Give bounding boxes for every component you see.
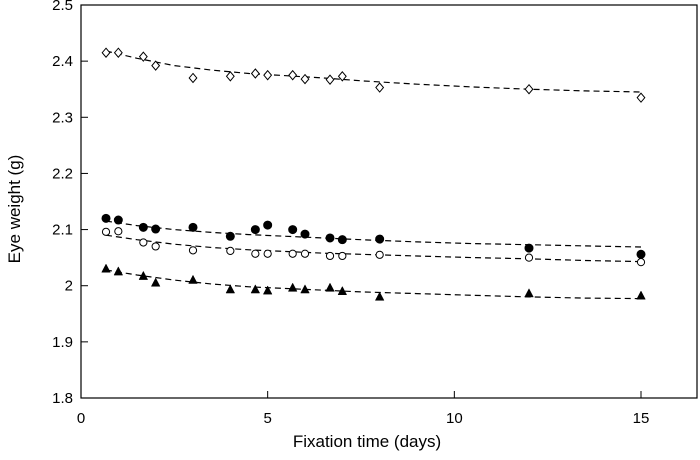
fit-line-open-diamond (105, 50, 642, 93)
data-point-open-diamond (151, 60, 161, 71)
data-point-open-diamond (300, 73, 310, 85)
data-point-filled-circle (101, 213, 111, 223)
data-point-filled-circle (288, 225, 298, 235)
data-point-open-circle (188, 246, 198, 255)
data-point-open-circle (139, 238, 148, 247)
x-axis-title: Fixation time (days) (293, 432, 441, 451)
data-markers (101, 47, 646, 301)
data-point-open-diamond (188, 72, 198, 84)
data-point-filled-triangle (138, 270, 149, 280)
data-point-filled-circle (636, 249, 646, 259)
data-point-open-diamond (325, 74, 335, 85)
fit-line-open-circle (105, 234, 642, 263)
data-point-filled-circle (188, 222, 198, 232)
plot-frame (80, 4, 698, 399)
data-point-filled-triangle (113, 266, 124, 276)
data-point-open-circle (524, 253, 534, 262)
x-tick-label: 5 (263, 410, 271, 427)
y-tick-label: 1.8 (52, 390, 73, 407)
data-point-filled-triangle (250, 284, 261, 294)
data-point-filled-triangle (337, 285, 348, 295)
data-point-filled-triangle (325, 282, 335, 292)
x-tick-label: 15 (633, 410, 650, 427)
data-point-filled-circle (151, 224, 161, 234)
data-point-open-diamond (288, 69, 298, 81)
data-point-filled-circle (263, 220, 273, 230)
data-point-filled-circle (300, 229, 310, 239)
plot-area (80, 4, 698, 399)
data-point-filled-triangle (374, 291, 385, 301)
data-point-filled-circle (337, 235, 347, 245)
data-point-open-diamond (337, 71, 347, 82)
data-point-open-circle (325, 251, 335, 261)
data-point-filled-circle (375, 234, 385, 244)
data-point-filled-circle (250, 225, 260, 235)
data-point-open-circle (114, 227, 123, 236)
data-point-filled-triangle (300, 284, 310, 294)
data-point-open-circle (226, 246, 235, 256)
data-point-open-diamond (375, 82, 385, 93)
fit-line-filled-circle (105, 220, 642, 248)
fit-lines (105, 50, 642, 300)
data-point-open-diamond (263, 69, 273, 81)
data-point-open-diamond (524, 83, 534, 95)
y-axis-title: Eye weight (g) (5, 155, 24, 264)
y-tick-label: 2.3 (52, 109, 73, 126)
data-point-open-diamond (101, 47, 111, 58)
data-point-open-circle (288, 249, 297, 258)
data-point-filled-circle (225, 231, 235, 241)
data-point-open-diamond (138, 51, 148, 62)
data-point-filled-triangle (262, 285, 273, 295)
data-point-open-circle (151, 242, 160, 251)
x-tick-label: 10 (446, 410, 463, 427)
y-tick-label: 2.2 (52, 165, 73, 182)
data-point-filled-triangle (524, 288, 534, 298)
data-point-open-circle (251, 249, 260, 258)
y-tick-label: 2 (65, 278, 73, 295)
data-point-open-circle (263, 249, 272, 258)
axes: 1.8 1.9 2 2.1 2.2 2.3 2.4 2.5 0 5 10 15 (52, 0, 649, 427)
x-tick-label: 0 (77, 410, 85, 427)
data-point-filled-circle (325, 233, 335, 243)
y-tick-label: 2.1 (52, 222, 73, 239)
data-point-open-diamond (636, 92, 646, 103)
data-point-open-diamond (113, 47, 123, 58)
y-tick-label: 2.4 (52, 53, 73, 70)
data-point-filled-circle (113, 215, 123, 225)
data-point-open-circle (636, 258, 646, 267)
data-point-filled-triangle (225, 284, 236, 294)
data-point-open-circle (300, 249, 310, 258)
fit-line-filled-triangle (105, 269, 642, 300)
data-point-filled-triangle (150, 277, 161, 287)
data-point-open-diamond (250, 68, 260, 79)
data-point-open-circle (375, 250, 384, 259)
data-point-filled-circle (524, 243, 534, 253)
data-point-open-circle (101, 227, 111, 236)
data-point-filled-triangle (188, 274, 198, 284)
y-tick-label: 1.9 (52, 334, 73, 351)
y-tick-label: 2.5 (52, 0, 73, 14)
data-point-filled-triangle (636, 290, 646, 300)
data-point-open-circle (338, 251, 347, 261)
data-point-filled-circle (138, 222, 148, 232)
data-point-open-diamond (225, 71, 235, 82)
data-point-filled-triangle (101, 263, 111, 273)
data-point-filled-triangle (287, 282, 298, 292)
